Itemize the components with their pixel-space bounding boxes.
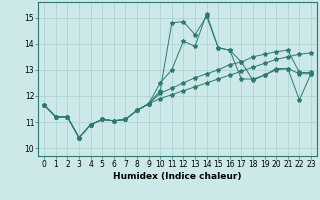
X-axis label: Humidex (Indice chaleur): Humidex (Indice chaleur) [113, 172, 242, 181]
